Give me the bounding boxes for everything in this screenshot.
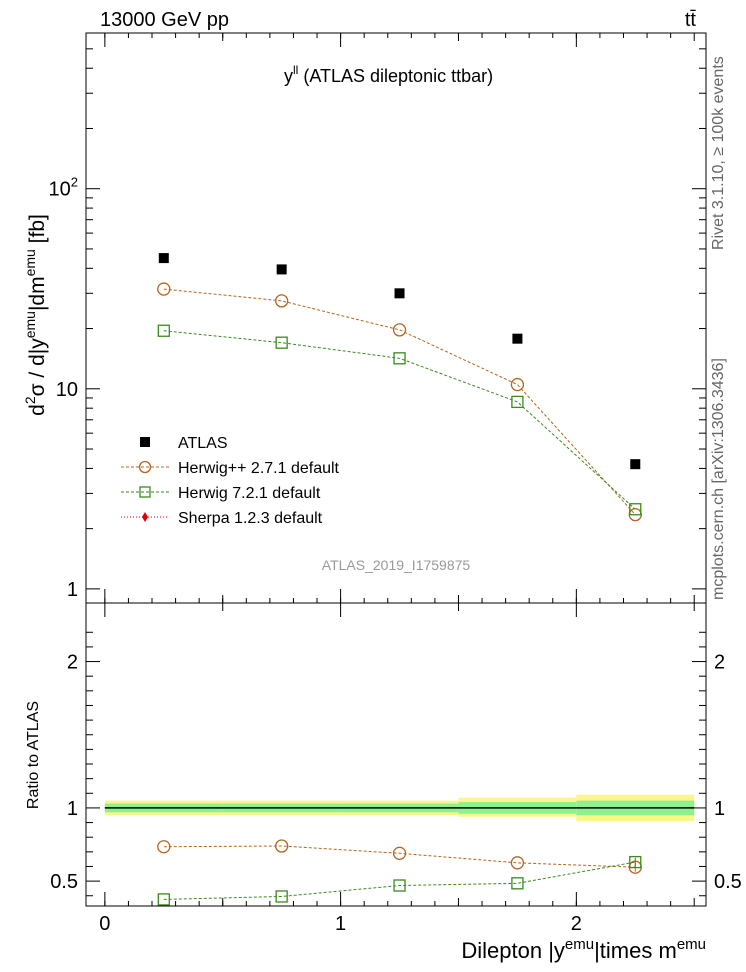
ratio-data-point — [629, 855, 642, 869]
header-process: tt̄ — [685, 9, 697, 31]
legend-marker — [142, 512, 148, 522]
ratio-data-point — [511, 877, 524, 890]
main-y-tick-labels: 1 10 102 — [49, 175, 78, 601]
ratio-tick-labels: 0.5 0.5 1 1 2 2 0 1 2 — [50, 652, 742, 935]
main-series-line — [163, 330, 636, 510]
ratio-series — [157, 839, 642, 906]
legend: ATLAS Herwig++ 2.7.1 default Herwig 7.2.1 … — [121, 435, 340, 527]
main-data-point — [276, 264, 287, 275]
ratio-y-tick-label-right: 2 — [714, 652, 725, 674]
svg-text:Rivet 3.1.10, ≥ 100k events: Rivet 3.1.10, ≥ 100k events — [710, 56, 727, 250]
svg-text:Ratio to ATLAS: Ratio to ATLAS — [25, 701, 42, 809]
x-tick-label: 2 — [571, 913, 582, 935]
legend-label: Herwig++ 2.7.1 default — [178, 460, 340, 477]
ratio-y-tick-label: 1 — [67, 798, 78, 820]
main-data-point — [394, 288, 405, 299]
ratio-y-tick-label: 0.5 — [50, 871, 78, 893]
ratio-series-line — [163, 861, 636, 900]
main-data-point — [510, 377, 525, 392]
svg-text:mcplots.cern.ch [arXiv:1306.34: mcplots.cern.ch [arXiv:1306.3436] — [710, 358, 727, 600]
header-energy: 13000 GeV pp — [100, 9, 229, 31]
ratio-y-tick-label-right: 1 — [714, 798, 725, 820]
main-data-point — [511, 395, 524, 409]
ratio-uncertainty-bands — [104, 794, 695, 822]
ratio-frame — [85, 602, 707, 907]
ratio-data-point — [157, 840, 171, 854]
legend-marker — [139, 486, 151, 498]
main-data-point — [157, 282, 171, 296]
analysis-watermark: ATLAS_2019_I1759875 — [322, 557, 471, 573]
ratio-panel: 0.5 0.5 1 1 2 2 0 1 2 — [50, 602, 742, 935]
ratio-data-point — [393, 879, 406, 892]
main-y-tick-label: 10 — [56, 379, 78, 401]
ratio-series-line — [163, 845, 636, 868]
ratio-y-tick-label: 2 — [67, 652, 78, 674]
main-series — [157, 253, 642, 522]
x-axis-label: Dilepton |yemu|times memu — [461, 936, 706, 963]
main-data-point — [158, 253, 169, 264]
main-data-point — [512, 333, 523, 344]
ratio-axis-ticks — [86, 603, 706, 906]
x-tick-label: 1 — [335, 913, 346, 935]
ratio-data-point — [392, 846, 407, 860]
main-data-point — [629, 503, 642, 516]
main-y-axis-label: d2σ / d|yemu|dmemu [fb] — [22, 214, 49, 416]
plot-title: yll (ATLAS dileptonic ttbar) — [284, 63, 493, 86]
legend-marker — [140, 437, 150, 447]
main-y-tick-label: 1 — [67, 579, 78, 601]
legend-label: Sherpa 1.2.3 default — [178, 510, 323, 527]
ratio-data-point — [510, 856, 525, 870]
legend-label: Herwig 7.2.1 default — [178, 485, 321, 502]
svg-text:d2σ / d|yemu|dmemu [fb]: d2σ / d|yemu|dmemu [fb] — [22, 214, 49, 416]
legend-marker — [138, 460, 152, 474]
main-series-line — [163, 288, 636, 515]
side-rivet-label: Rivet 3.1.10, ≥ 100k events — [710, 56, 727, 250]
ratio-y-axis-label: Ratio to ATLAS — [25, 701, 42, 809]
main-data-point — [393, 352, 406, 365]
side-mcplots-label: mcplots.cern.ch [arXiv:1306.3436] — [710, 358, 727, 600]
main-data-point — [157, 324, 170, 337]
ratio-y-tick-label-right: 0.5 — [714, 871, 742, 893]
main-panel: 1 10 102 ATLAS_2019_I1759875 ATLAS Herwig++… — [49, 32, 707, 604]
main-axis-ticks — [86, 32, 706, 603]
x-tick-label: 0 — [99, 913, 110, 935]
legend-label: ATLAS — [178, 435, 228, 452]
ratio-data-point — [275, 890, 288, 903]
ratio-data-point — [275, 839, 289, 853]
main-y-tick-label: 102 — [49, 175, 78, 201]
main-data-point — [275, 294, 289, 308]
main-data-point — [275, 336, 288, 349]
ratio-data-point — [157, 893, 170, 906]
main-data-point — [630, 459, 641, 470]
main-data-point — [392, 323, 407, 337]
